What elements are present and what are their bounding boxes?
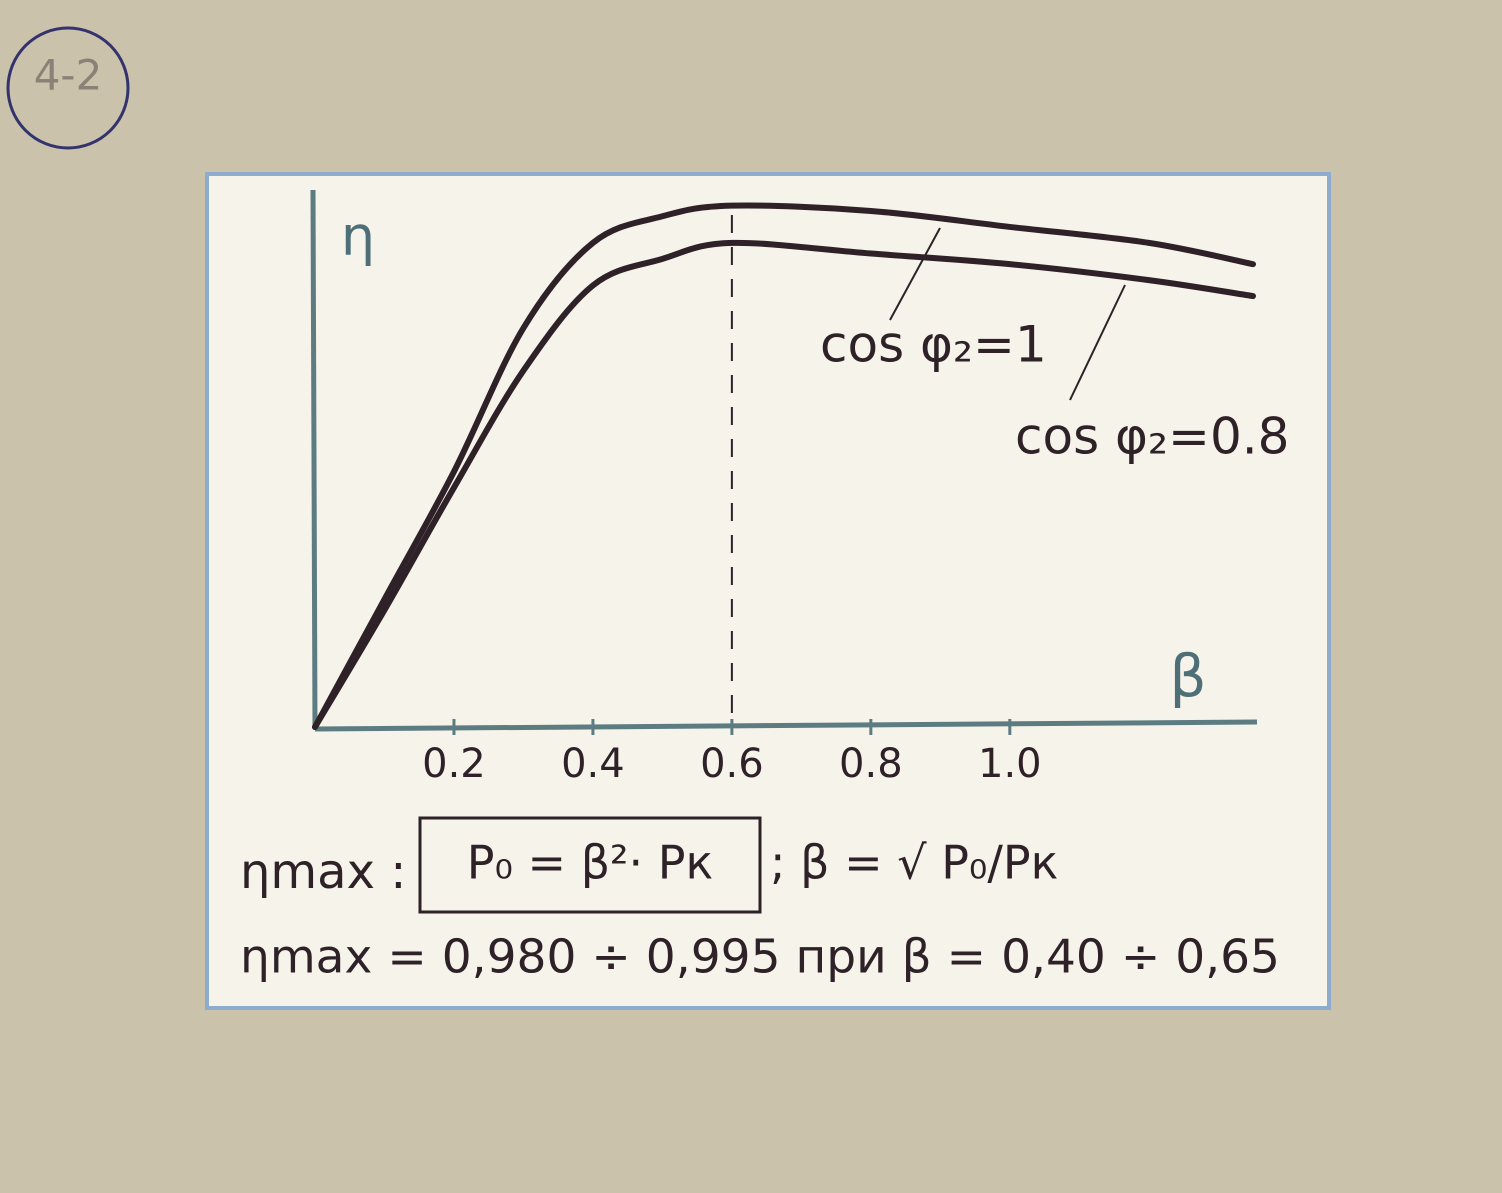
y-axis-label: η: [341, 205, 375, 268]
badge-circle: [6, 26, 130, 150]
legend-label: cos φ₂=1: [820, 316, 1047, 374]
x-tick-label: 0.8: [839, 741, 903, 787]
leader-line: [1069, 284, 1126, 401]
y-axis: [310, 189, 318, 730]
formula-box: [418, 816, 762, 914]
x-axis: [314, 719, 1258, 732]
formula: ηmax = 0,980 ÷ 0,995 при β = 0,40 ÷ 0,65: [240, 930, 1280, 984]
x-tick-label: 0.4: [561, 741, 625, 787]
x-tick-label: 0.6: [700, 741, 764, 787]
line: [312, 202, 1256, 730]
formula: P₀ = β²· Pк: [467, 836, 714, 890]
page-label: 4-2: [34, 51, 103, 100]
formula: ηmax :: [240, 844, 406, 900]
leader-line: [889, 227, 941, 321]
formula: ; β = √ P₀/Pк: [770, 836, 1058, 890]
legend-label: cos φ₂=0.8: [1015, 408, 1289, 466]
x-axis-label: β: [1169, 642, 1206, 710]
line: [312, 239, 1256, 730]
x-tick-label: 1.0: [978, 741, 1042, 787]
x-tick-label: 0.2: [422, 741, 486, 787]
